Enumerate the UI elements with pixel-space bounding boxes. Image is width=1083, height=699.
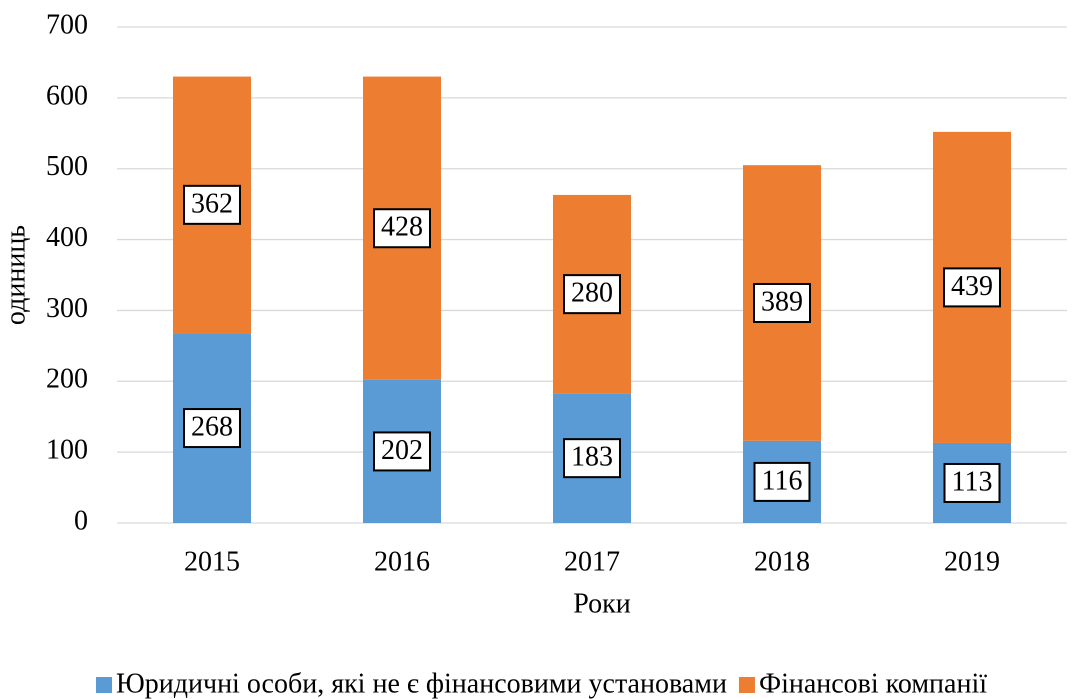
data-label-box: [183, 184, 241, 225]
data-label: 202: [381, 435, 423, 466]
data-label-box: [563, 438, 621, 479]
data-label: 428: [381, 212, 423, 243]
x-axis-label: Роки: [573, 588, 630, 619]
x-tick-label: 2015: [184, 546, 240, 577]
data-label-box: [943, 267, 1001, 308]
legend-label: Юридичні особи, які не є фінансовими уст…: [116, 668, 727, 699]
y-tick-label: 700: [46, 9, 88, 40]
data-label-box: [753, 282, 811, 323]
y-tick-label: 300: [46, 293, 88, 324]
data-label-box: [943, 462, 1001, 503]
x-tick-label: 2018: [754, 546, 810, 577]
data-label-box: [373, 208, 431, 249]
y-tick-label: 100: [46, 435, 88, 466]
y-tick-label: 400: [46, 222, 88, 253]
y-tick-label: 200: [46, 364, 88, 395]
x-tick-label: 2017: [564, 546, 620, 577]
data-label: 280: [571, 278, 613, 309]
x-tick-label: 2019: [944, 546, 1000, 577]
data-label-box: [373, 431, 431, 472]
x-tick-label: 2016: [374, 546, 430, 577]
data-label-box: [183, 408, 241, 449]
data-label: 183: [571, 442, 613, 473]
y-tick-label: 500: [46, 151, 88, 182]
data-label-box: [563, 274, 621, 315]
data-label: 268: [191, 411, 233, 442]
data-label: 439: [951, 271, 993, 302]
data-label: 116: [762, 465, 803, 496]
data-label: 362: [191, 188, 233, 219]
y-tick-label: 600: [46, 80, 88, 111]
y-axis-label: одиниць: [0, 225, 31, 325]
legend-swatch: [738, 677, 755, 693]
data-label-box: [753, 461, 811, 502]
legend-swatch: [96, 677, 112, 693]
data-label: 389: [761, 286, 803, 317]
data-label: 113: [952, 466, 993, 497]
legend-label: Фінансові компанії: [759, 668, 987, 699]
y-tick-label: 0: [74, 505, 88, 536]
